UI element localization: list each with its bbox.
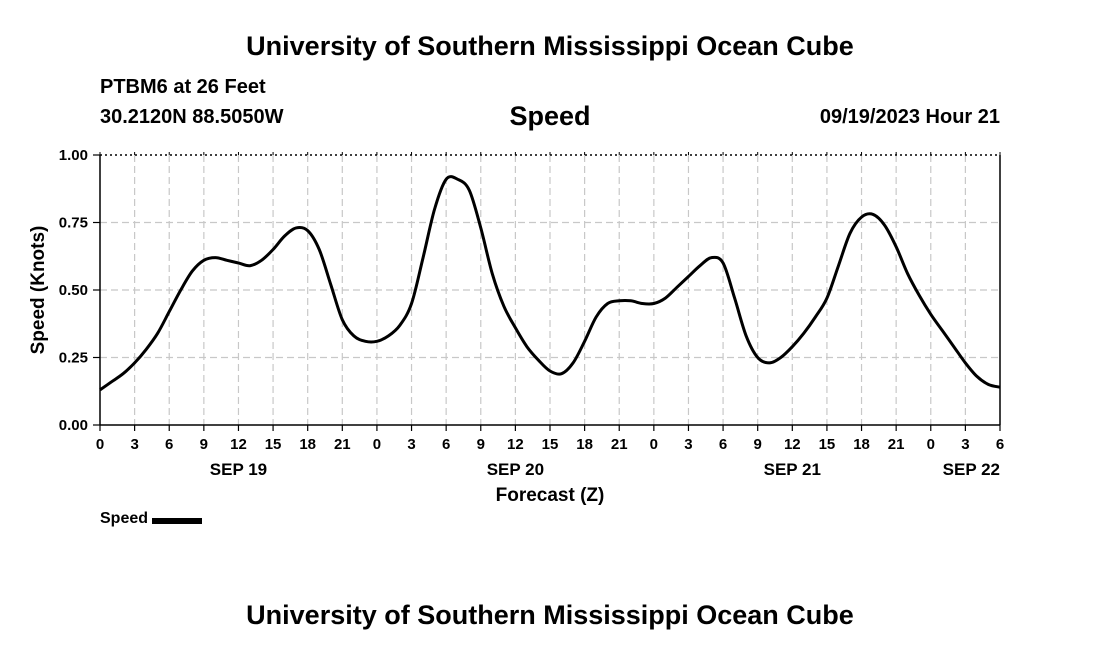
x-tick-label: 18: [299, 436, 316, 453]
x-tick-label: 3: [130, 436, 138, 453]
legend-swatch: [152, 517, 203, 524]
x-tick-label: 12: [784, 436, 801, 453]
series-line-speed: [99, 175, 1001, 392]
y-tick-label: 0.50: [59, 282, 88, 299]
x-tick-label: 6: [165, 436, 173, 453]
x-tick-label: 18: [853, 436, 870, 453]
axis-layer: [93, 152, 1001, 431]
x-axis-title: Forecast (Z): [496, 485, 605, 506]
datetime-label: 09/19/2023 Hour 21: [819, 106, 1000, 128]
footer-title: University of Southern Mississippi Ocean…: [246, 600, 854, 630]
x-tick-label: 9: [754, 436, 762, 453]
date-label: SEP 21: [764, 460, 821, 479]
coordinates-label: 30.2120N 88.5050W: [100, 106, 284, 128]
x-tick-label: 6: [996, 436, 1004, 453]
x-tick-label: 21: [888, 436, 905, 453]
y-tick-label: 0.25: [59, 350, 88, 367]
x-tick-label: 6: [442, 436, 450, 453]
station-label: PTBM6 at 26 Feet: [100, 76, 266, 98]
x-tick-label: 9: [200, 436, 208, 453]
x-tick-label: 18: [576, 436, 593, 453]
x-tick-label: 3: [407, 436, 415, 453]
y-axis-title: Speed (Knots): [28, 226, 49, 355]
chart-title: University of Southern Mississippi Ocean…: [246, 31, 854, 61]
date-label: SEP 19: [210, 460, 267, 479]
grid-layer: [100, 155, 1000, 425]
x-tick-label: 15: [819, 436, 836, 453]
x-tick-label: 12: [230, 436, 247, 453]
x-tick-label: 9: [477, 436, 485, 453]
x-tick-label: 12: [507, 436, 524, 453]
legend-label: Speed: [100, 510, 149, 527]
date-label: SEP 20: [487, 460, 544, 479]
date-label: SEP 22: [943, 460, 1000, 479]
y-tick-label: 0.75: [59, 215, 88, 232]
series-layer: [99, 175, 1001, 392]
x-tick-label: 0: [927, 436, 935, 453]
x-tick-label: 3: [961, 436, 969, 453]
x-tick-label: 15: [542, 436, 559, 453]
variable-title: Speed: [509, 101, 591, 131]
label-layer: 0 3 6 9 12 15 18 21 0 3 6 9 12 15 18 21 0 3 6 9 12 15 18 21 0 3 6 0…: [28, 147, 1004, 506]
x-tick-label: 6: [719, 436, 727, 453]
x-tick-label: 15: [265, 436, 282, 453]
x-tick-label: 0: [96, 436, 104, 453]
x-tick-label: 21: [611, 436, 628, 453]
y-tick-label: 1.00: [59, 147, 88, 164]
x-tick-label: 21: [334, 436, 351, 453]
x-tick-label: 0: [650, 436, 658, 453]
y-tick-label: 0.00: [59, 417, 88, 434]
x-tick-label: 3: [684, 436, 692, 453]
x-tick-label: 0: [373, 436, 381, 453]
legend: Speed: [100, 510, 203, 528]
